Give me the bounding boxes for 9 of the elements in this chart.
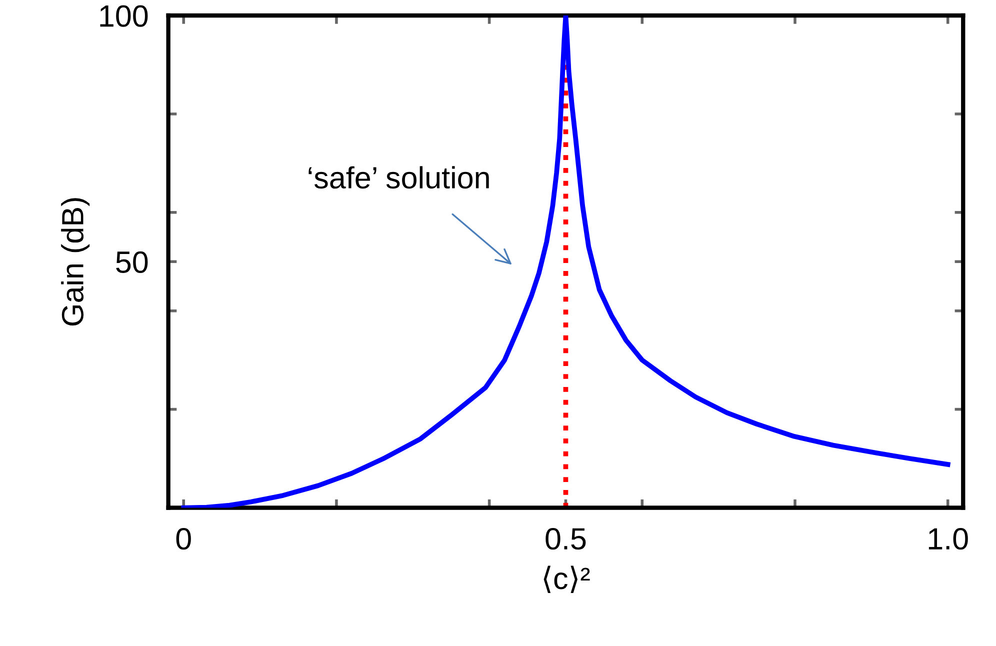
- line-series: [181, 16, 950, 508]
- x-tick-label: 0.5: [546, 528, 586, 550]
- annotation: ‘safe’ solution: [308, 166, 489, 189]
- x-axis-title: ⟨c⟩²: [544, 566, 590, 593]
- y-axis-title: Gain (dB): [61, 198, 90, 326]
- x-tick-label: 1.0: [928, 528, 968, 550]
- x-tick-label: 0: [176, 528, 191, 550]
- y-tick-label: 100: [100, 5, 148, 27]
- y-tick-label: 50: [116, 251, 148, 273]
